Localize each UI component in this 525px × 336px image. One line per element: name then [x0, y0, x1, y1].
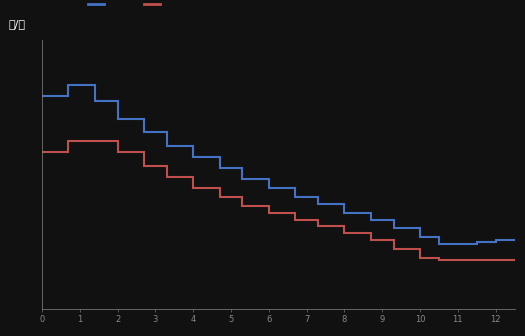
Text: 元/吨: 元/吨: [9, 19, 26, 29]
Legend:   ,   : ,: [85, 0, 177, 13]
